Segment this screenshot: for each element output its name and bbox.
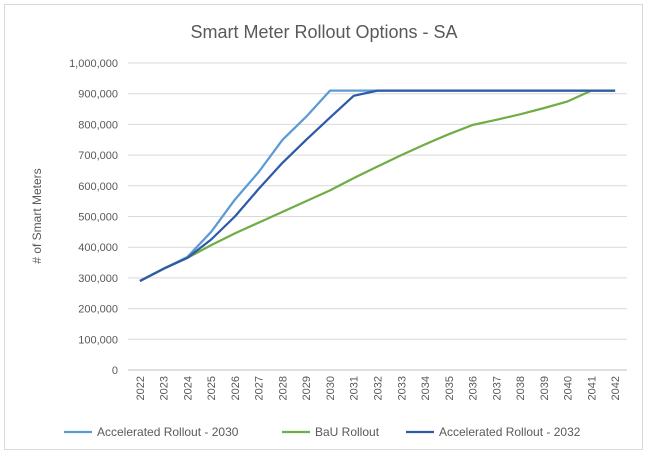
legend: Accelerated Rollout - 2030 BaU Rollout Acc… (64, 425, 581, 439)
series-line (139, 89, 616, 282)
y-tick-label: 900,000 (78, 89, 118, 101)
y-axis-label: # of Smart Meters (30, 168, 44, 263)
legend-label: Accelerated Rollout - 2030 (97, 425, 239, 439)
x-tick-label: 2031 (349, 376, 361, 400)
x-tick-label: 2023 (159, 376, 171, 400)
x-tick-label: 2028 (277, 376, 289, 400)
legend-label: BaU Rollout (315, 425, 380, 439)
y-tick-label: 800,000 (78, 119, 118, 131)
y-tick-label: 400,000 (78, 242, 118, 254)
legend-label: Accelerated Rollout - 2032 (439, 425, 581, 439)
x-tick-label: 2024 (182, 376, 194, 400)
gridlines (128, 62, 627, 371)
x-tick-label: 2030 (325, 376, 337, 400)
y-tick-label: 200,000 (78, 304, 118, 316)
x-tick-label: 2026 (230, 376, 242, 400)
x-tick-label: 2038 (515, 376, 527, 400)
y-tick-label: 700,000 (78, 150, 118, 162)
x-tick-label: 2037 (491, 376, 503, 400)
y-tick-label: 100,000 (78, 334, 118, 346)
chart-title: Smart Meter Rollout Options - SA (190, 22, 457, 42)
y-tick-label: 1,000,000 (69, 58, 118, 70)
series-lines (139, 89, 616, 282)
x-tick-labels: 2022 2023 2024 2025 2026 2027 2028 2029 2030 2031… (135, 376, 622, 400)
y-tick-labels: 0 100,000 200,000 300,000 400,000 500,000 600,… (69, 58, 118, 377)
x-tick-label: 2034 (420, 376, 432, 400)
x-tick-label: 2029 (301, 376, 313, 400)
x-tick-label: 2035 (444, 376, 456, 400)
x-tick-label: 2039 (539, 376, 551, 400)
x-tick-label: 2042 (610, 376, 622, 400)
y-tick-label: 300,000 (78, 273, 118, 285)
x-tick-label: 2040 (563, 376, 575, 400)
y-tick-label: 500,000 (78, 212, 118, 224)
x-tick-label: 2033 (396, 376, 408, 400)
series-line (139, 89, 616, 282)
x-tick-label: 2025 (206, 376, 218, 400)
y-tick-label: 0 (112, 365, 118, 377)
x-tick-label: 2036 (468, 376, 480, 400)
x-tick-label: 2032 (373, 376, 385, 400)
chart-frame (4, 4, 643, 450)
y-tick-label: 600,000 (78, 181, 118, 193)
x-tick-label: 2022 (135, 376, 147, 400)
x-tick-label: 2041 (586, 376, 598, 400)
x-tick-label: 2027 (254, 376, 266, 400)
